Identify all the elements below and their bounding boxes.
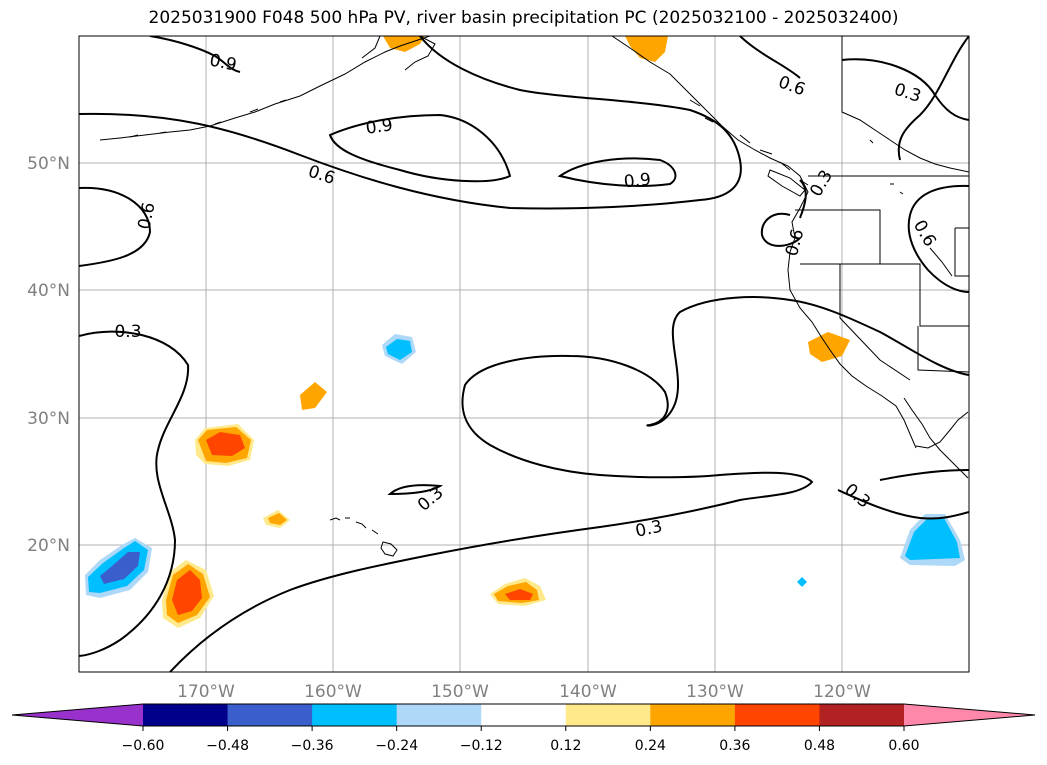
colorbar-segment bbox=[481, 704, 567, 726]
lon-label: 160°W bbox=[304, 682, 362, 702]
gridlines bbox=[79, 36, 969, 672]
lon-label: 150°W bbox=[431, 682, 489, 702]
pv-contour-0.9 bbox=[328, 113, 512, 183]
shade-positive bbox=[206, 432, 245, 456]
pv-contour-0.3 bbox=[387, 484, 444, 496]
lat-axis: 50°N 40°N 30°N 20°N bbox=[27, 154, 70, 556]
shade-negative bbox=[100, 552, 140, 584]
shade-negative bbox=[797, 577, 807, 587]
pv-contour-0.3 bbox=[799, 179, 807, 219]
pv-contour-0.6 bbox=[897, 36, 969, 161]
lon-axis: 170°W 160°W 150°W 140°W 130°W 120°W bbox=[177, 682, 871, 702]
colorbar-tick-label: −0.48 bbox=[206, 738, 249, 754]
lon-label: 140°W bbox=[559, 682, 617, 702]
colorbar-segment bbox=[396, 704, 482, 726]
colorbar-tick-label: −0.36 bbox=[291, 738, 334, 754]
pv-contour-0.3 bbox=[79, 330, 190, 657]
shade-positive bbox=[505, 589, 533, 600]
lat-label: 40°N bbox=[27, 281, 70, 301]
precipitation-shading bbox=[85, 36, 965, 628]
contour-label: 0.3 bbox=[114, 322, 141, 342]
colorbar-segment bbox=[312, 704, 398, 726]
pv-contour-0.6 bbox=[760, 212, 801, 247]
pv-contour-0.3 bbox=[879, 469, 969, 481]
contour-label: 0.9 bbox=[623, 170, 652, 193]
shade-positive bbox=[300, 382, 327, 410]
shade-positive bbox=[808, 332, 850, 362]
coastlines bbox=[99, 36, 969, 557]
colorbar-segment bbox=[143, 704, 229, 726]
colorbar-tick-label: 0.24 bbox=[635, 738, 666, 754]
colorbar-arrow-right bbox=[904, 704, 1035, 726]
colorbar-tick-label: −0.60 bbox=[122, 738, 165, 754]
lat-label: 50°N bbox=[27, 154, 70, 174]
colorbar-segment bbox=[819, 704, 905, 726]
lon-label: 130°W bbox=[686, 682, 744, 702]
lat-label: 30°N bbox=[27, 409, 70, 429]
shade-negative bbox=[905, 518, 960, 560]
colorbar-arrow-left bbox=[12, 704, 143, 726]
lon-label: 170°W bbox=[177, 682, 235, 702]
colorbar-tick-label: 0.36 bbox=[719, 738, 750, 754]
map-frame bbox=[78, 35, 970, 673]
colorbar-segment bbox=[227, 704, 313, 726]
pv-contour-0.9 bbox=[149, 36, 241, 73]
shade-positive bbox=[625, 36, 668, 62]
lon-label: 120°W bbox=[813, 682, 871, 702]
lat-label: 20°N bbox=[27, 536, 70, 556]
pv-contour-0.6 bbox=[79, 186, 152, 267]
colorbar-tick-label: 0.48 bbox=[804, 738, 835, 754]
pv-contour-0.9 bbox=[557, 157, 677, 187]
colorbar-tick-label: 0.12 bbox=[550, 738, 581, 754]
colorbar: −0.60 −0.48 −0.36 −0.24 −0.12 0.12 0.24 0.36 0.4… bbox=[11, 703, 1036, 754]
pv-contour-0.3 bbox=[169, 296, 969, 672]
colorbar-segment bbox=[734, 704, 820, 726]
shade-positive bbox=[268, 513, 287, 525]
shade-negative bbox=[386, 339, 412, 360]
colorbar-segment bbox=[565, 704, 651, 726]
pv-contour-0.6 bbox=[907, 184, 969, 293]
colorbar-segment bbox=[650, 704, 736, 726]
pv-contours bbox=[79, 36, 969, 672]
contour-label: 0.9 bbox=[365, 115, 395, 139]
map-title: 2025031900 F048 500 hPa PV, river basin … bbox=[148, 8, 899, 28]
colorbar-tick-label: −0.12 bbox=[460, 738, 503, 754]
shade-positive bbox=[383, 36, 425, 52]
pv-contour-0.3 bbox=[841, 58, 969, 121]
colorbar-tick-label: −0.24 bbox=[375, 738, 418, 754]
shade-positive bbox=[172, 570, 202, 615]
pv-contour-0.6 bbox=[79, 36, 742, 210]
colorbar-tick-label: 0.60 bbox=[888, 738, 919, 754]
pv-contour-0.3 bbox=[837, 489, 969, 520]
pv-contour-0.6 bbox=[739, 36, 801, 79]
